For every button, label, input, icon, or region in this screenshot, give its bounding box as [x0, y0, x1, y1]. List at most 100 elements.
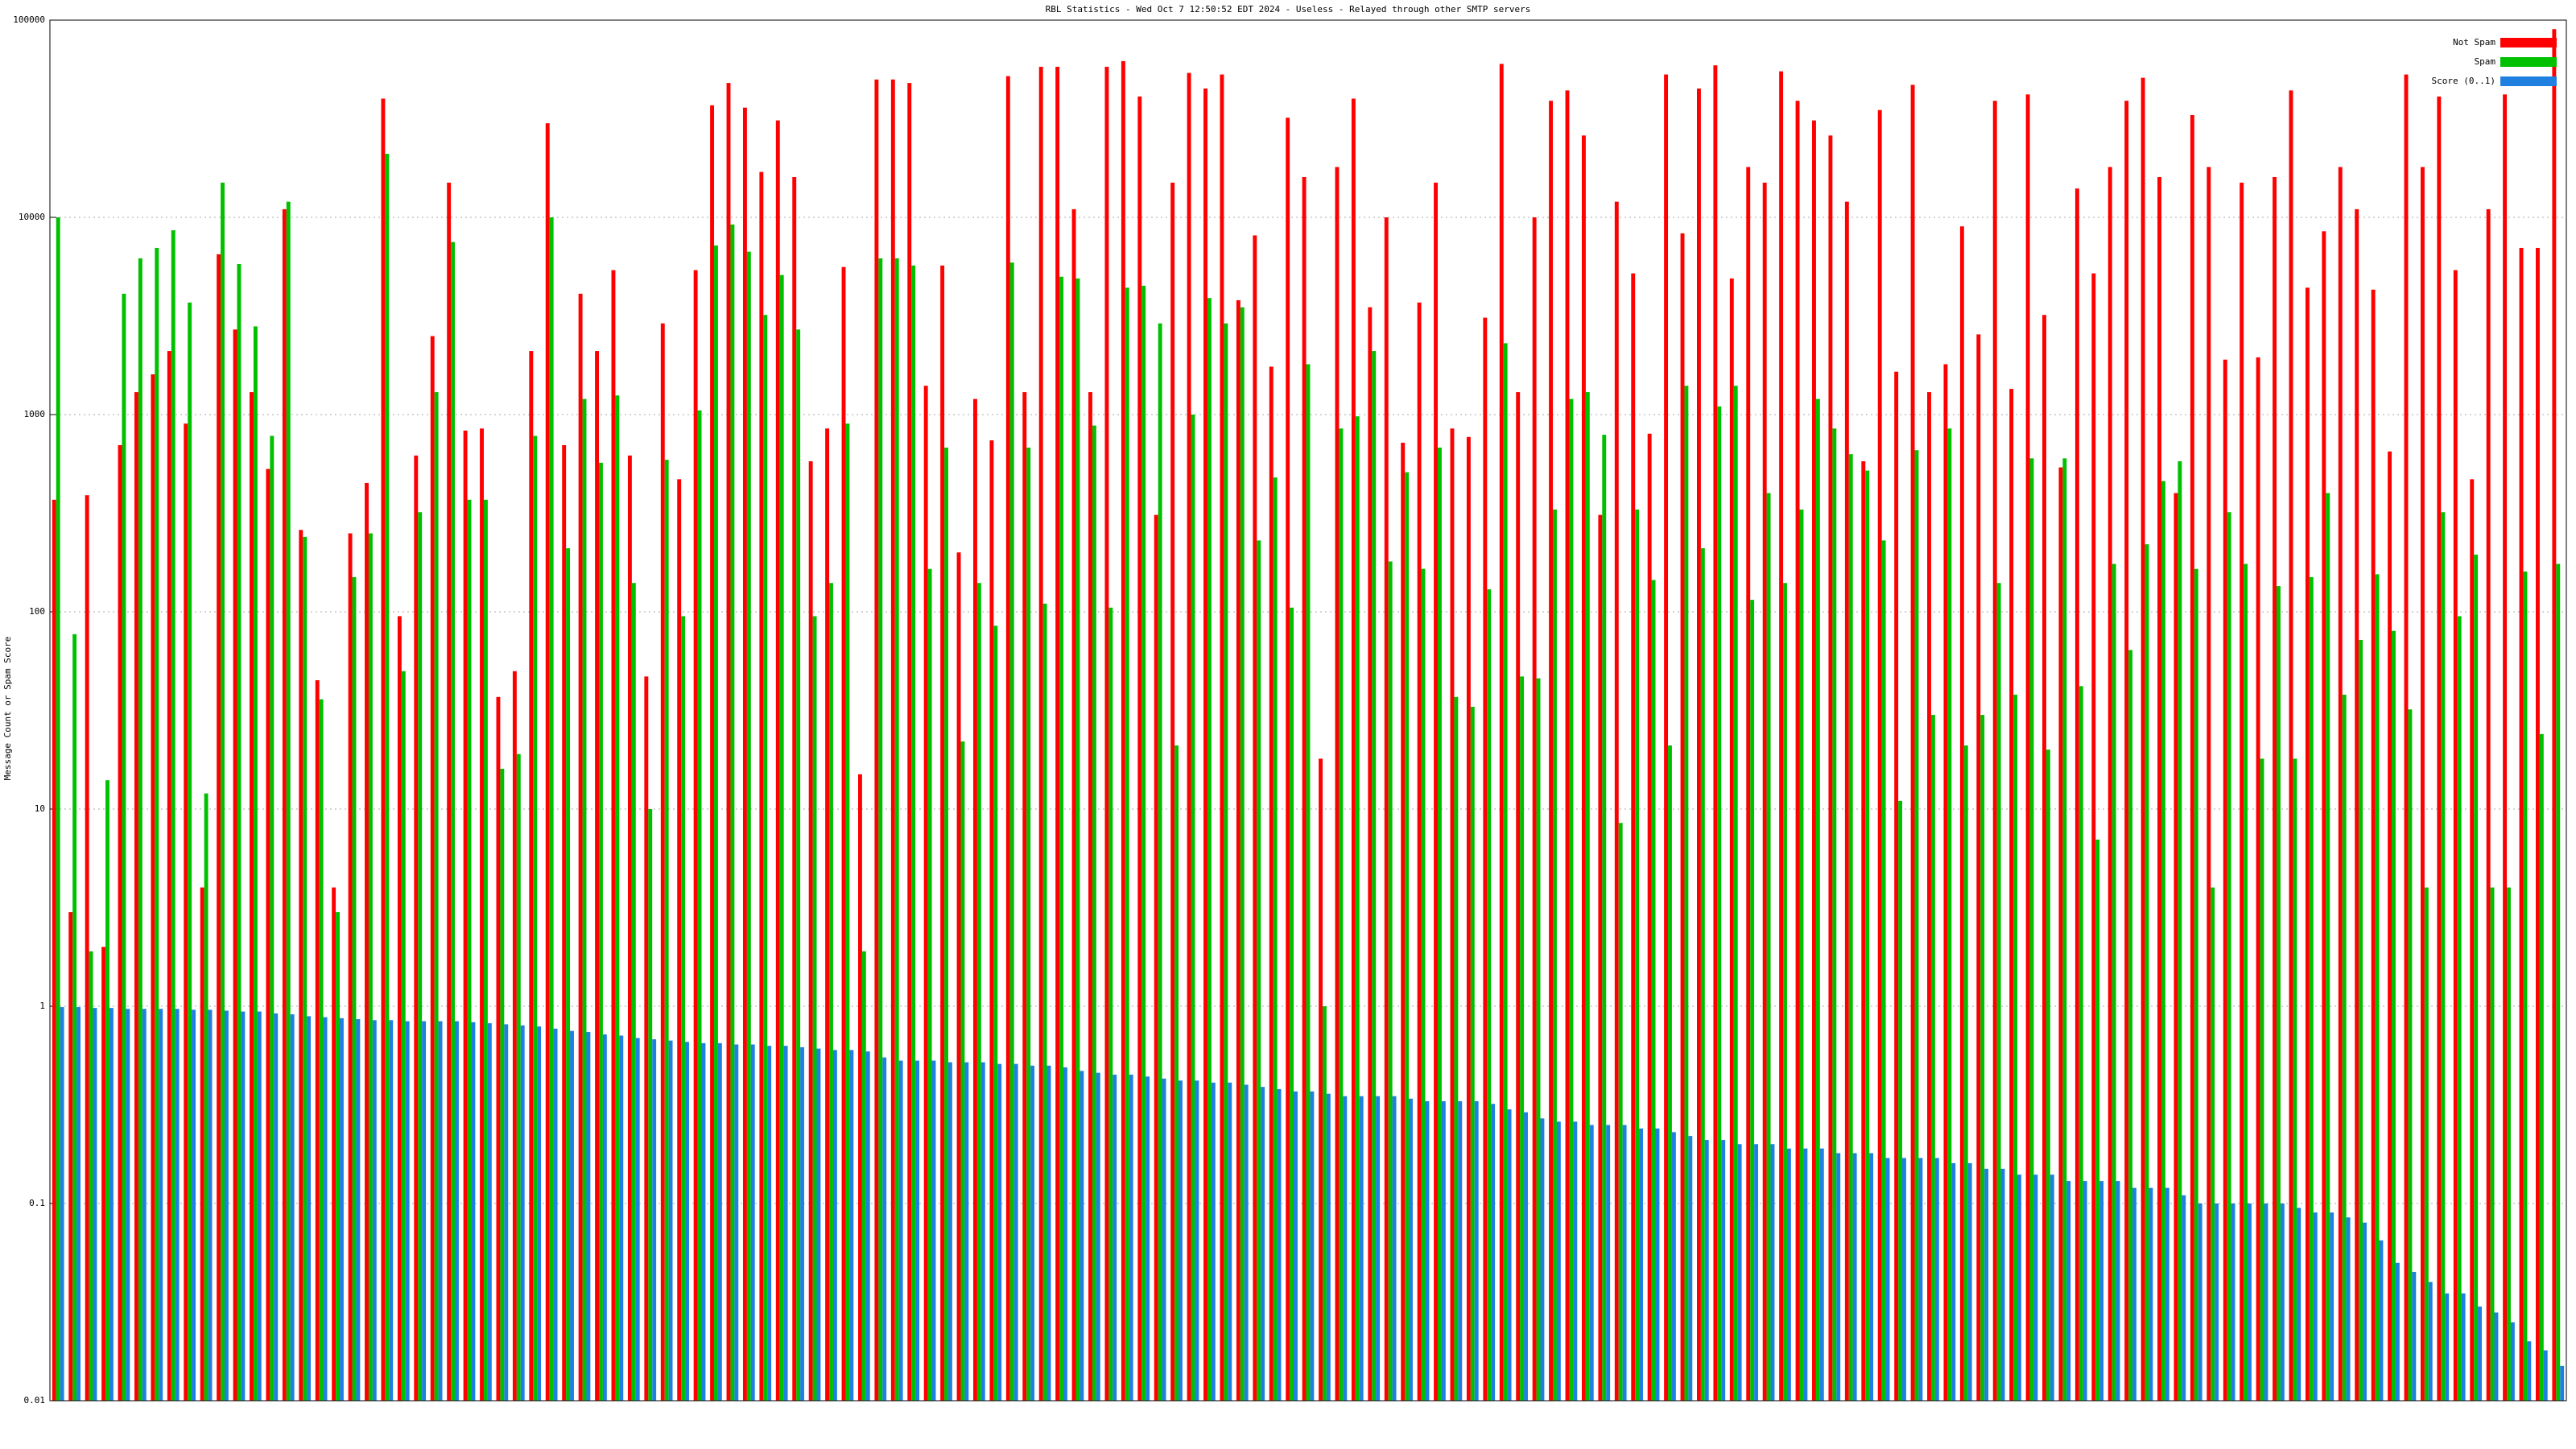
bar [1158, 323, 1162, 1401]
bar [1207, 298, 1212, 1401]
bar [455, 1021, 459, 1401]
bar [451, 242, 456, 1401]
bar [1322, 1006, 1327, 1401]
bar [109, 1008, 114, 1401]
y-tick-label: 100000 [13, 14, 45, 25]
bar [1910, 85, 1915, 1401]
bar [1951, 1162, 1956, 1401]
bar [2124, 101, 2129, 1401]
bar [993, 625, 998, 1401]
bar [274, 1013, 279, 1401]
bar [1384, 217, 1389, 1401]
bar [775, 120, 780, 1402]
bar [890, 79, 895, 1402]
bar [2161, 481, 2165, 1402]
bar [1075, 278, 1080, 1401]
bar [76, 1007, 81, 1401]
bar [1253, 235, 1257, 1402]
bar [204, 793, 208, 1401]
bar [1441, 1100, 1446, 1401]
bar [1458, 1100, 1463, 1401]
bar [960, 741, 965, 1401]
bar [1191, 415, 1195, 1401]
bar [710, 105, 715, 1402]
bar [2375, 574, 2380, 1402]
bar [1803, 1148, 1808, 1401]
bar [1228, 1082, 1232, 1401]
bar [2326, 493, 2330, 1401]
bar [1104, 66, 1109, 1401]
bar [734, 1044, 739, 1401]
bar [471, 1022, 476, 1401]
bar [796, 329, 801, 1401]
bar [1861, 460, 1866, 1401]
bar [1487, 589, 1492, 1401]
bar [1137, 96, 1142, 1402]
bar [1700, 548, 1705, 1401]
bar [582, 398, 587, 1401]
bar [1754, 1144, 1759, 1401]
bar [1844, 201, 1849, 1402]
bar [1729, 278, 1734, 1401]
bar [52, 499, 56, 1402]
bar [1549, 101, 1554, 1401]
bar [1244, 1084, 1249, 1401]
bar [1556, 1121, 1561, 1401]
bar [1963, 745, 1968, 1401]
bar [2066, 1181, 2071, 1401]
bar [2420, 167, 2425, 1401]
bar [1696, 88, 1701, 1402]
bar [381, 98, 386, 1401]
bar [595, 351, 599, 1401]
bar [2145, 544, 2149, 1401]
y-tick-label: 1 [39, 1001, 45, 1011]
bar [2392, 630, 2396, 1401]
bar [2025, 94, 2030, 1401]
bar [2231, 1203, 2235, 1401]
bar [2178, 460, 2182, 1401]
bar [1146, 1076, 1150, 1401]
bar [1721, 1140, 1726, 1401]
bar [931, 1060, 936, 1401]
bar [1770, 1144, 1775, 1401]
bar [1704, 1140, 1709, 1401]
bar [405, 1021, 410, 1401]
bar [56, 217, 60, 1401]
bar [85, 495, 89, 1401]
bar [1779, 71, 1784, 1402]
bar [878, 258, 883, 1402]
bar [779, 275, 784, 1402]
bar [2552, 29, 2557, 1402]
bar [134, 392, 138, 1402]
bar [1038, 66, 1043, 1401]
bar [615, 395, 620, 1401]
bar [562, 444, 567, 1402]
bar [1372, 351, 1377, 1401]
bar [105, 780, 109, 1401]
bar [356, 1019, 361, 1401]
bar [1930, 715, 1935, 1401]
bar [1080, 1071, 1084, 1401]
bar [1108, 607, 1113, 1401]
bar [2112, 564, 2116, 1401]
bar [2346, 1217, 2351, 1401]
bar [1195, 1080, 1199, 1401]
bar [907, 83, 912, 1401]
bar [2453, 270, 2458, 1402]
bar [1795, 101, 1800, 1401]
bar [336, 912, 341, 1401]
bar [2190, 114, 2194, 1401]
bar [286, 201, 291, 1402]
bar [812, 616, 817, 1401]
bar [2388, 451, 2392, 1402]
bar [742, 107, 747, 1401]
bar [2062, 458, 2067, 1401]
bar [1009, 262, 1014, 1402]
bar [553, 1028, 558, 1401]
bar [233, 329, 237, 1401]
y-tick-label: 100 [29, 606, 45, 617]
bar [1343, 1096, 1348, 1401]
bar [767, 1046, 772, 1401]
bar [989, 440, 994, 1401]
